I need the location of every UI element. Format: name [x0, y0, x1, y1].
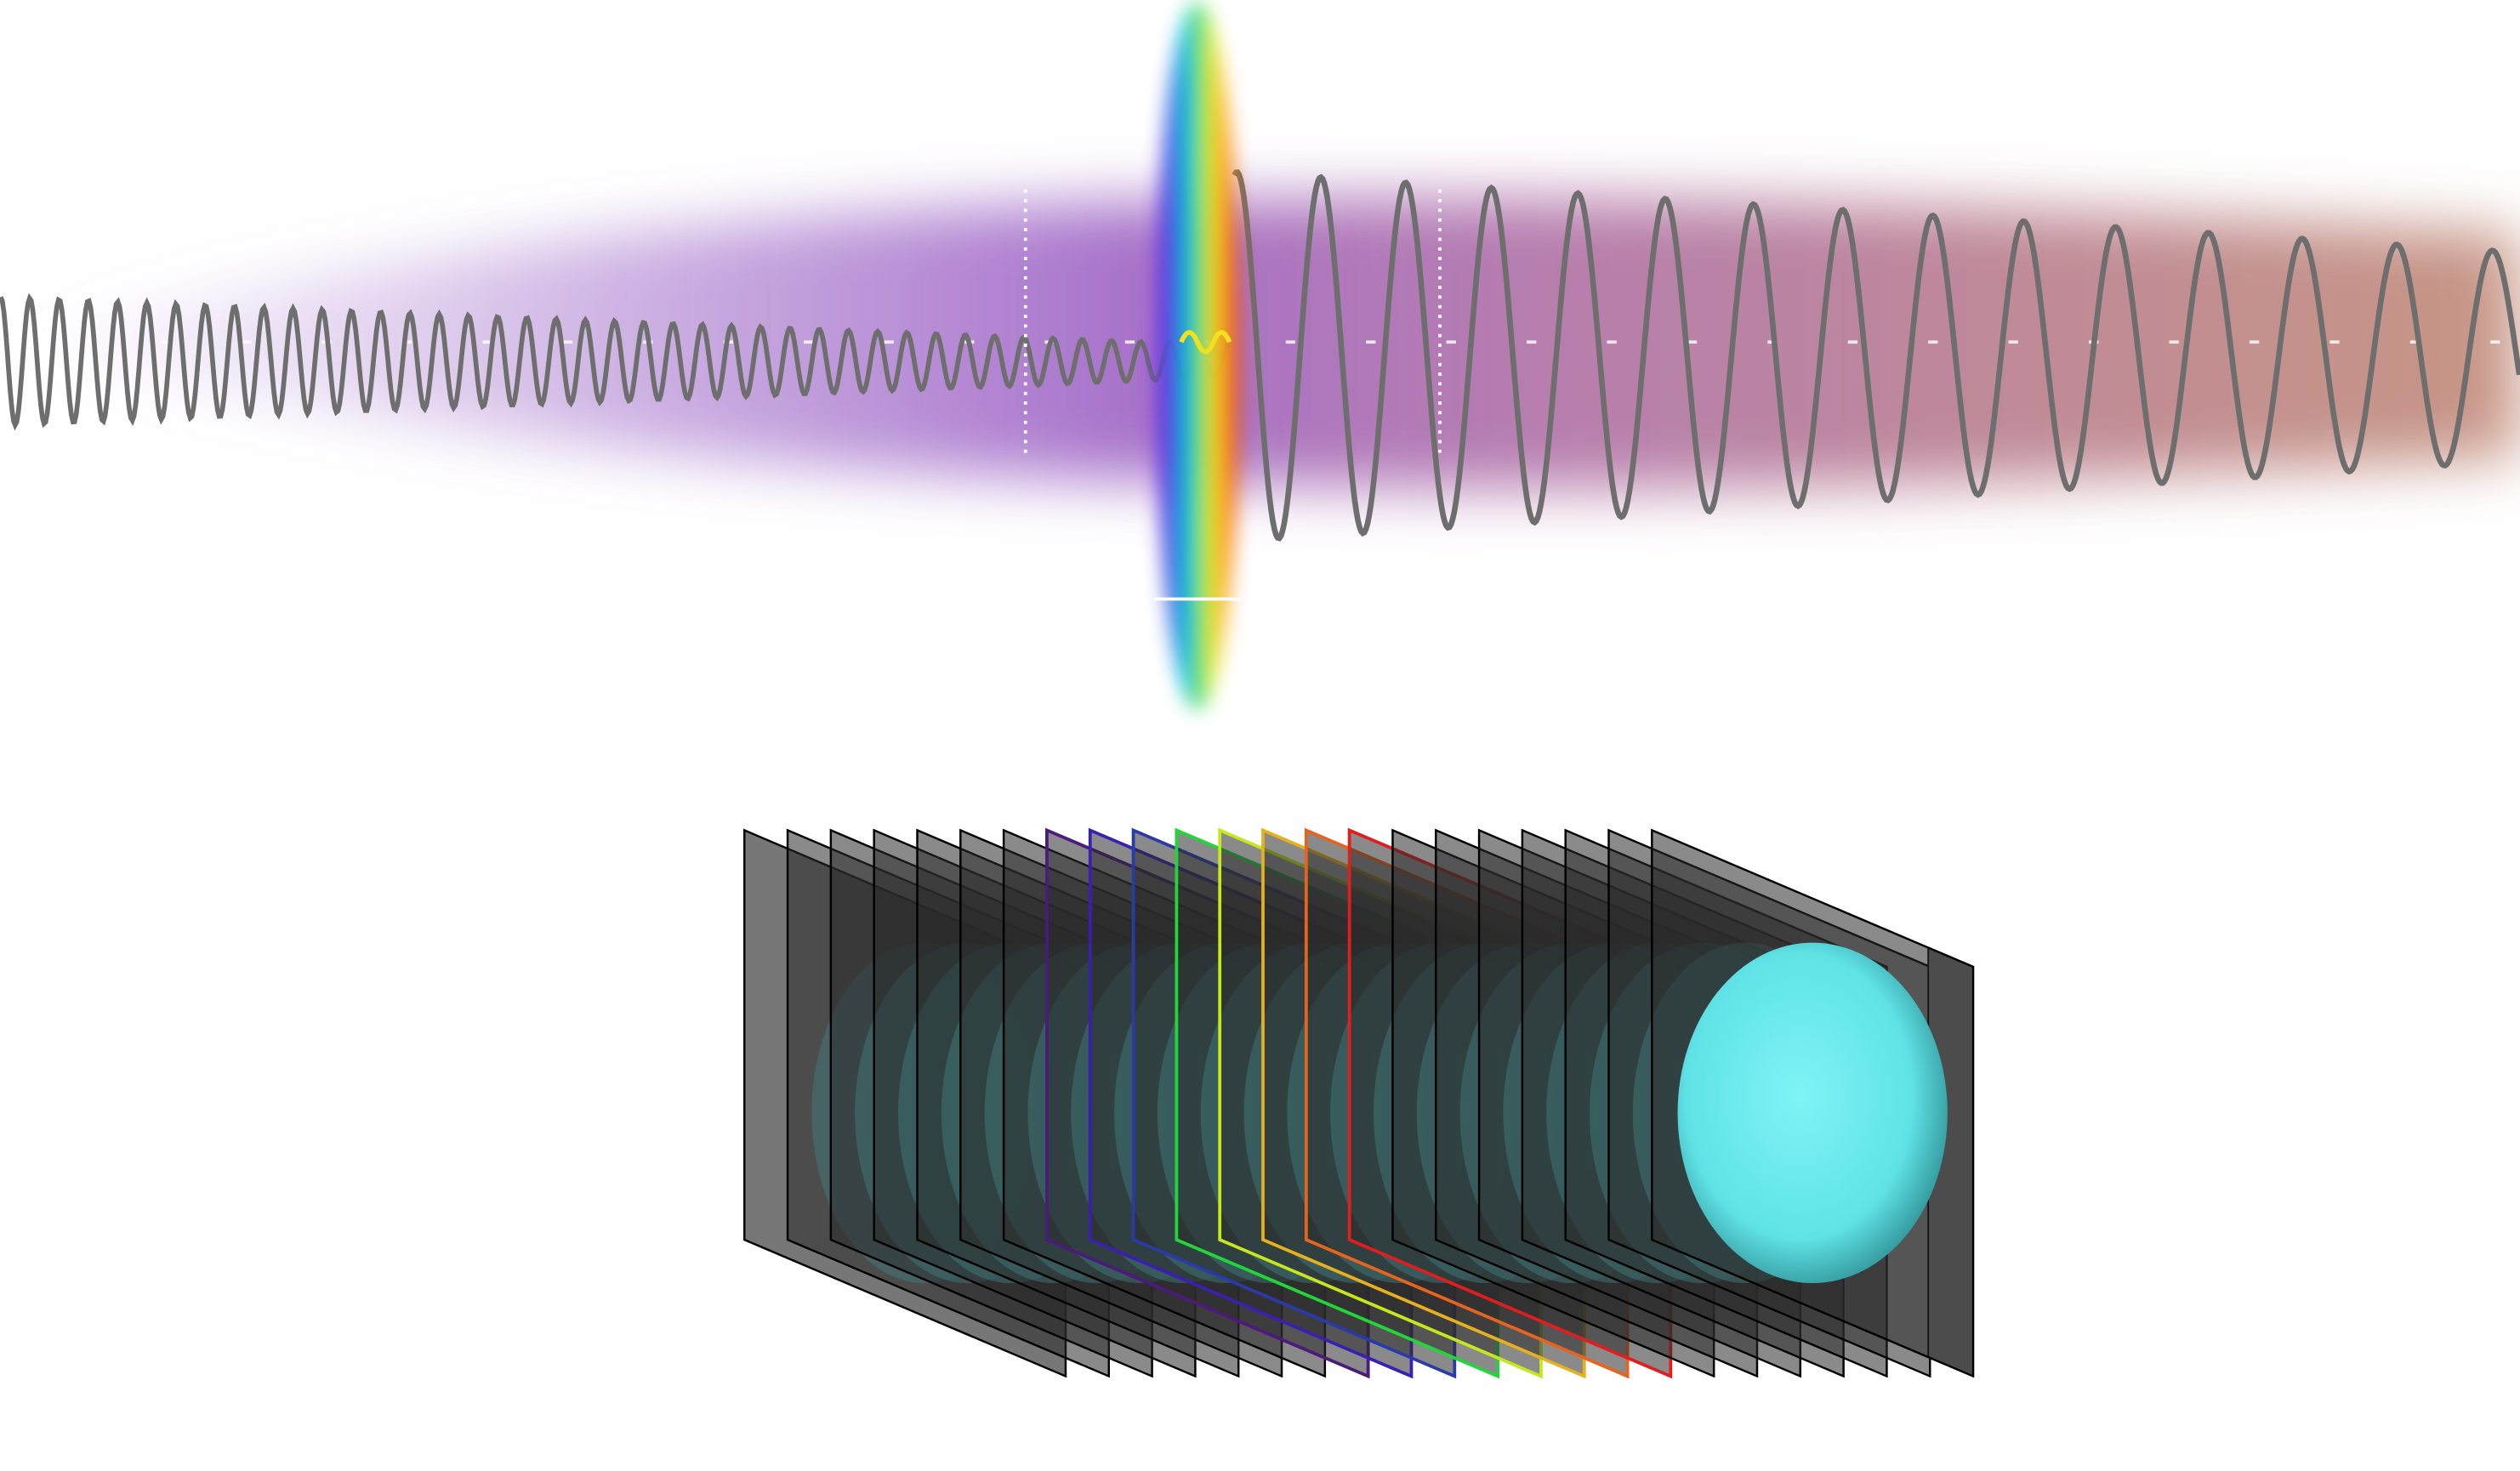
- lens-focus-wave: [1179, 330, 1232, 355]
- short-wavelength-wave: [0, 292, 1230, 431]
- long-wavelength-wave: [1232, 169, 2520, 542]
- slice-stack: [743, 827, 1975, 1379]
- light-beam: [0, 197, 2520, 490]
- specimen-slice: [1677, 942, 1948, 1284]
- rainbow-lens-icon: [1155, 3, 1239, 710]
- beam-haze: [0, 197, 2520, 490]
